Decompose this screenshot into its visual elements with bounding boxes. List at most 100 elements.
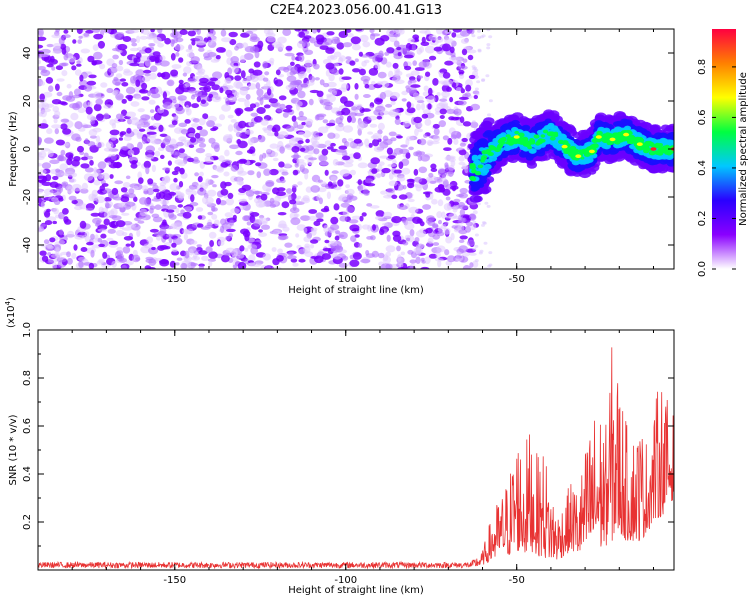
spectrogram-noise-cell (179, 167, 185, 175)
spectrogram-noise-cell (324, 169, 329, 176)
spectrogram-noise-cell (456, 87, 462, 92)
spectrogram-noise-cell (80, 48, 91, 54)
spectrogram-noise-cell (230, 56, 239, 64)
spectrogram-noise-cell (130, 38, 137, 43)
spectrogram-noise-cell (427, 141, 433, 146)
spectrogram-noise-cell (127, 149, 135, 156)
spectrogram-noise-cell (349, 224, 360, 232)
spectrogram-noise-cell (183, 66, 192, 74)
spectrogram-noise-cell (351, 215, 362, 220)
spectrogram-noise-cell (208, 260, 213, 267)
spectrogram-noise-cell (83, 152, 89, 158)
spectrogram-noise-cell (359, 215, 364, 222)
spectrogram-noise-cell (443, 147, 452, 152)
spectrogram-noise-cell (477, 29, 481, 33)
spectrogram-noise-cell (415, 230, 427, 238)
spectrogram-noise-cell (123, 236, 133, 241)
spectrogram-noise-cell (341, 83, 349, 90)
spectrogram-noise-cell (162, 91, 167, 100)
spectrogram-noise-cell (373, 146, 384, 153)
spectrogram-noise-cell (270, 151, 279, 157)
spectrogram-noise-cell (399, 148, 410, 155)
spectrogram-noise-cell (478, 251, 483, 255)
spectrogram-noise-cell (250, 74, 259, 83)
spectrogram-signal-cell (648, 165, 660, 174)
spectrogram-noise-cell (380, 190, 388, 195)
spectrogram-noise-cell (56, 78, 65, 82)
spectrogram-noise-cell (330, 223, 340, 231)
spectrogram-noise-cell (408, 146, 414, 151)
spectrogram-noise-cell (362, 41, 371, 48)
spectrogram-noise-cell (97, 228, 107, 232)
spectrogram-noise-cell (377, 81, 383, 86)
spectrogram-noise-cell (298, 54, 305, 62)
spectrogram-noise-cell (190, 194, 195, 203)
spectrogram-noise-cell (377, 122, 385, 131)
spectrogram-noise-cell (76, 60, 81, 65)
spectrogram-noise-cell (139, 55, 151, 62)
spectrogram-noise-cell (487, 264, 492, 268)
spectrogram-noise-cell (472, 210, 478, 215)
spectrogram-noise-cell (239, 55, 246, 63)
spectrogram-noise-cell (280, 178, 286, 184)
spectrogram-noise-cell (87, 101, 93, 108)
spectrogram-noise-cell (38, 189, 43, 194)
spectrogram-noise-cell (282, 108, 293, 113)
spectrogram-noise-cell (392, 234, 402, 242)
spectrogram-noise-cell (62, 208, 69, 215)
spectrogram-noise-cell (413, 168, 419, 176)
spectrogram-noise-cell (85, 106, 93, 115)
spectrogram-noise-cell (165, 144, 175, 153)
spectrogram-noise-cell (159, 60, 170, 67)
spectrogram-noise-cell (114, 180, 124, 185)
spectrogram-noise-cell (48, 85, 54, 92)
spectrogram-noise-cell (55, 29, 60, 33)
spectrogram-noise-cell (444, 60, 454, 66)
spectrogram-noise-cell (106, 161, 112, 166)
spectrogram-noise-cell (209, 77, 219, 82)
spectrogram-noise-cell (220, 29, 227, 37)
spectrogram-noise-cell (332, 158, 339, 166)
spectrogram-noise-cell (319, 161, 329, 166)
spectrogram-noise-cell (146, 131, 157, 135)
spectrogram-noise-cell (96, 113, 104, 121)
spectrogram-noise-cell (128, 156, 139, 162)
spectrogram-noise-cell (471, 120, 476, 124)
spectrogram-noise-cell (196, 244, 202, 248)
spectrogram-noise-cell (38, 44, 44, 49)
spectrogram-noise-cell (364, 178, 374, 184)
spectrogram-noise-cell (304, 243, 311, 248)
spectrogram-noise-cell (300, 215, 311, 222)
spectrogram-noise-cell (234, 75, 242, 81)
spectrogram-noise-cell (442, 135, 449, 141)
spectrogram-noise-cell (418, 138, 427, 146)
spectrogram-noise-cell (248, 122, 256, 127)
spectrogram-noise-cell (77, 145, 84, 153)
spectrogram-noise-cell (446, 108, 456, 114)
spectrogram-noise-cell (71, 199, 78, 205)
spectrogram-noise-cell (164, 246, 171, 250)
spectrogram-noise-cell (386, 47, 395, 54)
spectrogram-noise-cell (253, 61, 261, 68)
spectrogram-noise-cell (243, 215, 252, 222)
spectrogram-noise-cell (313, 255, 324, 264)
spectrogram-noise-cell (195, 207, 204, 212)
spectrogram-noise-cell (184, 82, 191, 87)
spectrogram-noise-cell (189, 29, 194, 32)
spectrogram-noise-cell (378, 50, 384, 59)
spectrogram-noise-cell (369, 123, 378, 128)
spectrogram-noise-cell (167, 204, 177, 210)
spectrogram-noise-cell (89, 144, 99, 153)
spectrogram-noise-cell (335, 117, 343, 125)
spectrogram-noise-cell (475, 92, 480, 96)
spectrogram-noise-cell (44, 210, 51, 218)
spectrogram-noise-cell (374, 173, 383, 178)
spectrogram-noise-cell (145, 256, 154, 261)
spectrogram-noise-cell (292, 262, 299, 267)
spectrogram-noise-cell (296, 124, 304, 130)
spectrogram-noise-cell (208, 231, 217, 239)
spectrogram-noise-cell (187, 30, 196, 37)
spectrogram-noise-cell (488, 35, 493, 39)
spectrogram-noise-cell (149, 109, 155, 113)
spectrogram-noise-cell (310, 227, 318, 232)
